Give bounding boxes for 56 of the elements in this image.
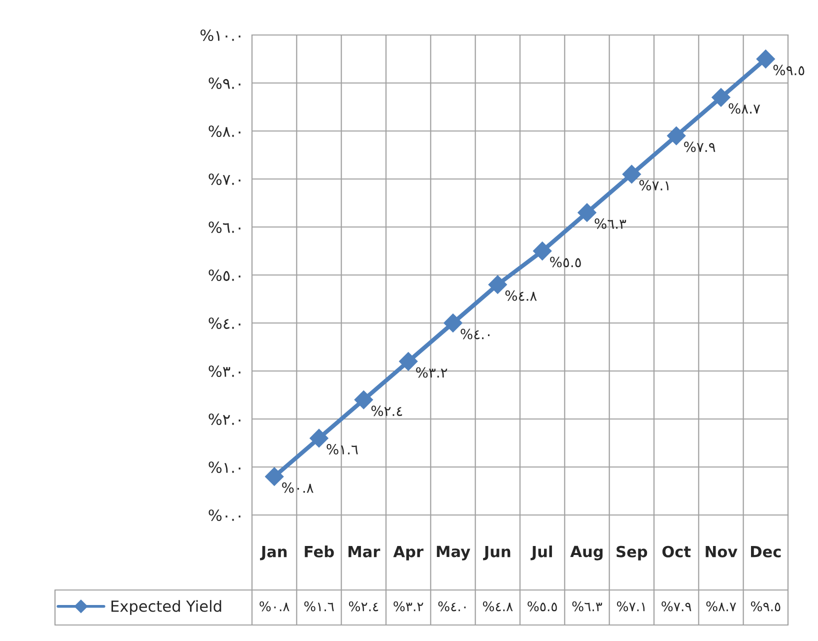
text: %٨.٧	[728, 103, 760, 114]
x-tick-label: Jan	[260, 546, 287, 560]
data-label: %١.٦	[304, 601, 334, 612]
point	[444, 314, 462, 332]
data-label: %٢.٤	[348, 601, 378, 612]
data-label: %٣.٢	[394, 601, 424, 612]
point	[398, 352, 418, 371]
y-tick-label: %٦.٠	[208, 221, 240, 234]
x-tick-label: May	[436, 546, 470, 560]
x-tick-label: Aug	[570, 546, 603, 560]
point	[532, 242, 552, 260]
y-tick-label: %٠.٠	[208, 509, 240, 522]
data-label: %٨.٧	[706, 601, 736, 612]
text: %٧.١	[639, 180, 668, 191]
data-label: %٦.٣	[572, 601, 602, 612]
x-tick-label: Jul	[530, 546, 552, 560]
x-tick-label: Jun	[483, 546, 510, 560]
text: %٧.٩	[684, 142, 716, 152]
data-label: %٤.٠	[438, 601, 466, 612]
data-label: %٧.٩	[662, 601, 692, 612]
text: %٦.٣	[594, 218, 626, 229]
data-label: %٥.٥	[528, 601, 557, 612]
y-tick-label: %٣.٠	[208, 365, 240, 378]
x-tick-label: Mar	[348, 546, 380, 558]
x-tick-label: Nov	[706, 546, 738, 558]
x-tick-label: Sep	[616, 546, 648, 560]
y-tick-label: %١.٠	[208, 461, 240, 474]
data-label: %٧.١	[616, 601, 645, 612]
text: %٥.٥	[550, 256, 581, 268]
x-tick-label: Apr	[393, 546, 424, 560]
point	[578, 203, 596, 222]
point	[666, 126, 686, 146]
point	[264, 467, 284, 486]
x-tick-label: Oct	[662, 546, 691, 558]
point	[310, 428, 328, 448]
data-label: %٠.٨	[260, 601, 290, 612]
y-tick-label: %١٠.٠	[200, 29, 240, 42]
point	[712, 88, 730, 107]
y-tick-label: %٨.٠	[208, 125, 240, 138]
text: %٣.٢	[416, 367, 448, 378]
y-tick-label: %٧.٠	[208, 173, 240, 186]
text: %٤.٨	[505, 290, 537, 301]
data-label: %٤.٨	[482, 601, 513, 612]
x-tick-label: Dec	[751, 546, 781, 558]
text: %٩.٥	[773, 64, 804, 76]
y-tick-label: %٤.٠	[208, 317, 240, 330]
data-label: %٩.٥	[750, 601, 780, 612]
legend-label: Expected Yield	[112, 600, 222, 615]
y-tick-label: %٩.٠	[208, 77, 240, 90]
x-tick-label: Feb	[304, 546, 334, 558]
text: %١.٦	[326, 444, 358, 455]
text: %٠.٨	[282, 482, 314, 493]
text: %٢.٤	[371, 406, 402, 416]
y-tick-label: %٥.٠	[208, 269, 240, 282]
y-tick-label: %٢.٠	[208, 413, 240, 426]
text: %٤.٠	[460, 328, 490, 340]
